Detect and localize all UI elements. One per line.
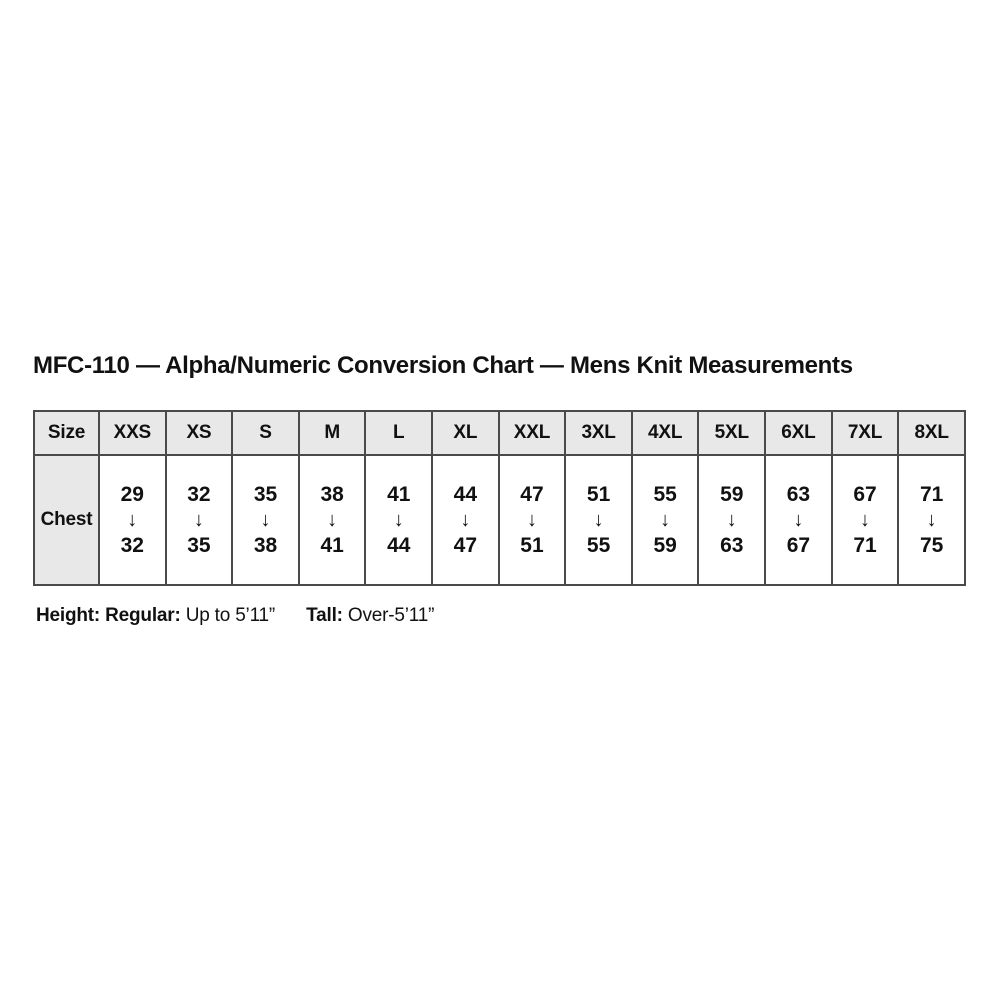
chest-to: 67	[786, 534, 811, 557]
col-header-m: M	[297, 410, 367, 456]
chest-from: 44	[453, 483, 478, 506]
chest-to: 63	[720, 534, 744, 557]
chest-range-4xl: 55 ↓ 59	[630, 454, 700, 586]
tall-value: Over-5’11”	[347, 605, 435, 626]
chest-from: 35	[253, 483, 278, 506]
chest-from: 63	[786, 483, 811, 506]
down-arrow-icon: ↓	[660, 509, 671, 531]
chest-to: 51	[520, 534, 544, 557]
chest-to: 47	[453, 534, 478, 557]
chest-to: 35	[187, 534, 211, 557]
chest-to: 75	[919, 534, 944, 557]
regular-label: Regular:	[105, 605, 181, 626]
col-header-3xl: 3XL	[564, 410, 633, 456]
chest-to: 71	[853, 534, 877, 557]
chest-from: 71	[919, 483, 944, 506]
chest-from: 67	[853, 483, 877, 506]
chest-to: 38	[253, 534, 278, 557]
chest-from: 47	[520, 483, 544, 506]
chest-to: 41	[320, 534, 344, 557]
chest-range-6xl: 63 ↓ 67	[764, 454, 833, 586]
chest-from: 51	[586, 483, 611, 506]
chest-from: 29	[120, 483, 144, 506]
down-arrow-icon: ↓	[726, 509, 737, 531]
chest-range-m: 38 ↓ 41	[297, 454, 367, 586]
down-arrow-icon: ↓	[460, 509, 471, 531]
chest-range-xxs: 29 ↓ 32	[98, 454, 167, 586]
col-header-5xl: 5XL	[697, 410, 767, 456]
size-conversion-table: Size XXS XS S M L XL XXL 3XL 4XL 5XL 6XL…	[33, 410, 966, 586]
down-arrow-icon: ↓	[926, 509, 937, 531]
chest-to: 59	[653, 534, 677, 557]
header-row: Size XXS XS S M L XL XXL 3XL 4XL 5XL 6XL…	[33, 410, 966, 456]
col-header-xxl: XXL	[497, 410, 567, 456]
page-title: MFC-110 — Alpha/Numeric Conversion Chart…	[33, 352, 853, 379]
chest-from: 59	[720, 483, 744, 506]
chest-range-8xl: 71 ↓ 75	[897, 454, 966, 586]
chest-to: 55	[586, 534, 611, 557]
down-arrow-icon: ↓	[327, 509, 338, 531]
chest-from: 32	[187, 483, 211, 506]
chest-range-l: 41 ↓ 44	[364, 454, 434, 586]
col-header-s: S	[231, 410, 300, 456]
chest-range-3xl: 51 ↓ 55	[564, 454, 633, 586]
col-header-7xl: 7XL	[830, 410, 900, 456]
chest-range-7xl: 67 ↓ 71	[830, 454, 900, 586]
chest-range-xxl: 47 ↓ 51	[497, 454, 567, 586]
col-header-8xl: 8XL	[897, 410, 966, 456]
regular-value: Up to 5’11”	[185, 605, 276, 626]
down-arrow-icon: ↓	[860, 509, 870, 531]
down-arrow-icon: ↓	[793, 509, 804, 531]
down-arrow-icon: ↓	[526, 509, 537, 531]
col-header-4xl: 4XL	[630, 410, 700, 456]
chest-range-xs: 32 ↓ 35	[164, 454, 234, 586]
height-note: Height: Regular: Up to 5’11” Tall: Over-…	[36, 604, 434, 628]
col-header-xxs: XXS	[98, 410, 167, 456]
chest-from: 55	[653, 483, 677, 506]
chest-range-s: 35 ↓ 38	[231, 454, 300, 586]
tall-label: Tall:	[306, 605, 343, 626]
down-arrow-icon: ↓	[393, 509, 404, 531]
col-header-size: Size	[33, 410, 100, 456]
chest-range-5xl: 59 ↓ 63	[697, 454, 767, 586]
down-arrow-icon: ↓	[193, 509, 204, 531]
chest-row: Chest 29 ↓ 32 32 ↓ 35 35 ↓ 38 38 ↓ 41	[33, 454, 966, 586]
down-arrow-icon: ↓	[260, 509, 271, 531]
down-arrow-icon: ↓	[593, 509, 604, 531]
chest-from: 38	[320, 483, 344, 506]
chest-from: 41	[387, 483, 411, 506]
col-header-xl: XL	[431, 410, 500, 456]
row-label-chest: Chest	[33, 454, 100, 586]
chest-range-xl: 44 ↓ 47	[431, 454, 500, 586]
col-header-6xl: 6XL	[764, 410, 833, 456]
col-header-xs: XS	[164, 410, 234, 456]
chest-to: 44	[387, 534, 411, 557]
col-header-l: L	[364, 410, 434, 456]
down-arrow-icon: ↓	[127, 509, 138, 531]
chest-to: 32	[120, 534, 144, 557]
height-label: Height:	[36, 605, 101, 626]
